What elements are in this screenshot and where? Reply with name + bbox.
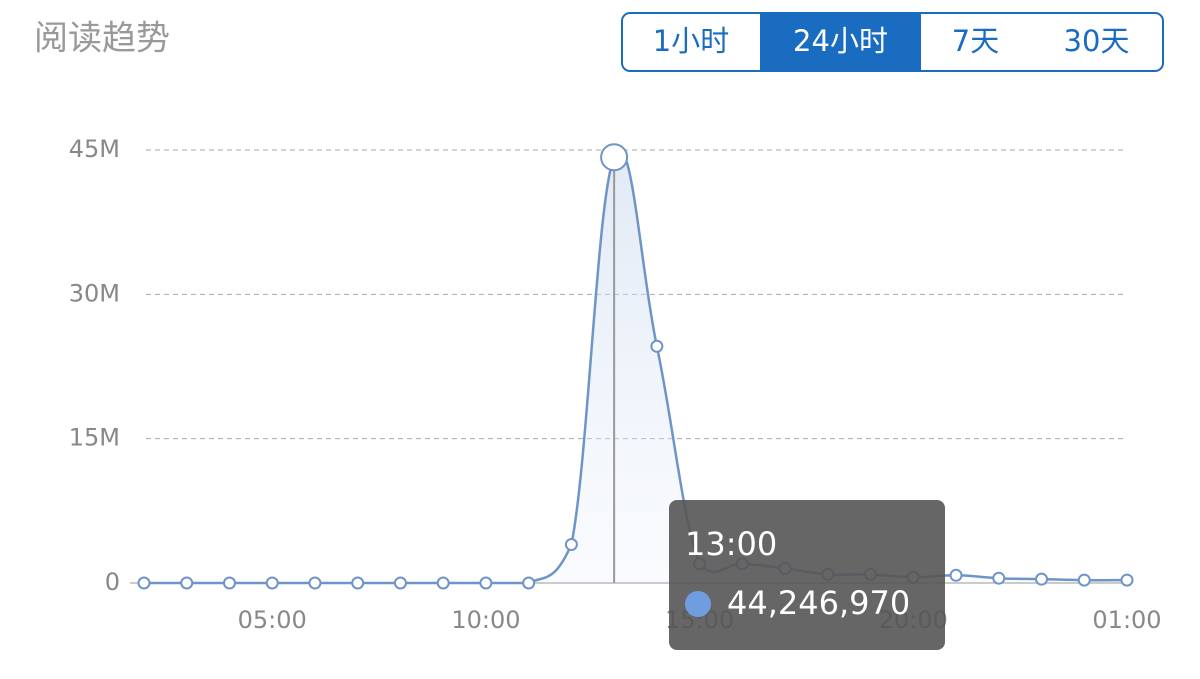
- tab-bar: 1小时 24小时 7天 30天: [621, 12, 1164, 72]
- point: [522, 576, 536, 590]
- point: [180, 576, 194, 590]
- y-tick-label: 0: [105, 568, 120, 596]
- x-tick-label: 10:00: [451, 606, 520, 634]
- point: [265, 576, 279, 590]
- tab[interactable]: 1小时: [653, 24, 729, 58]
- y-tick-label: 45M: [69, 135, 120, 163]
- page-title: 阅读趋势: [34, 19, 170, 59]
- tooltip-time: 13:00: [685, 525, 777, 563]
- point: [479, 576, 493, 590]
- tooltip-value: 44,246,970: [727, 584, 910, 622]
- area: [144, 150, 1127, 583]
- point: [137, 576, 151, 590]
- point: [600, 143, 629, 172]
- tooltip-bg: [669, 500, 945, 650]
- tooltip-dot: [685, 591, 711, 617]
- tab[interactable]: 24小时: [793, 24, 888, 58]
- point: [222, 576, 236, 590]
- point: [1077, 573, 1091, 587]
- x-tick-label: 05:00: [238, 606, 307, 634]
- tab-active-bg: [760, 13, 921, 71]
- tab[interactable]: 30天: [1064, 24, 1130, 58]
- y-tick-label: 30M: [69, 279, 120, 307]
- point: [1120, 573, 1134, 587]
- point: [1035, 572, 1049, 586]
- y-tick-label: 15M: [69, 424, 120, 452]
- x-tick-label: 01:00: [1092, 606, 1161, 634]
- point: [308, 576, 322, 590]
- point: [992, 571, 1006, 585]
- tab[interactable]: 7天: [952, 24, 999, 58]
- point: [393, 576, 407, 590]
- point: [650, 339, 664, 353]
- point: [351, 576, 365, 590]
- point: [564, 538, 578, 552]
- point: [436, 576, 450, 590]
- point: [949, 568, 963, 582]
- tooltip: 13:00 44,246,970: [669, 500, 945, 650]
